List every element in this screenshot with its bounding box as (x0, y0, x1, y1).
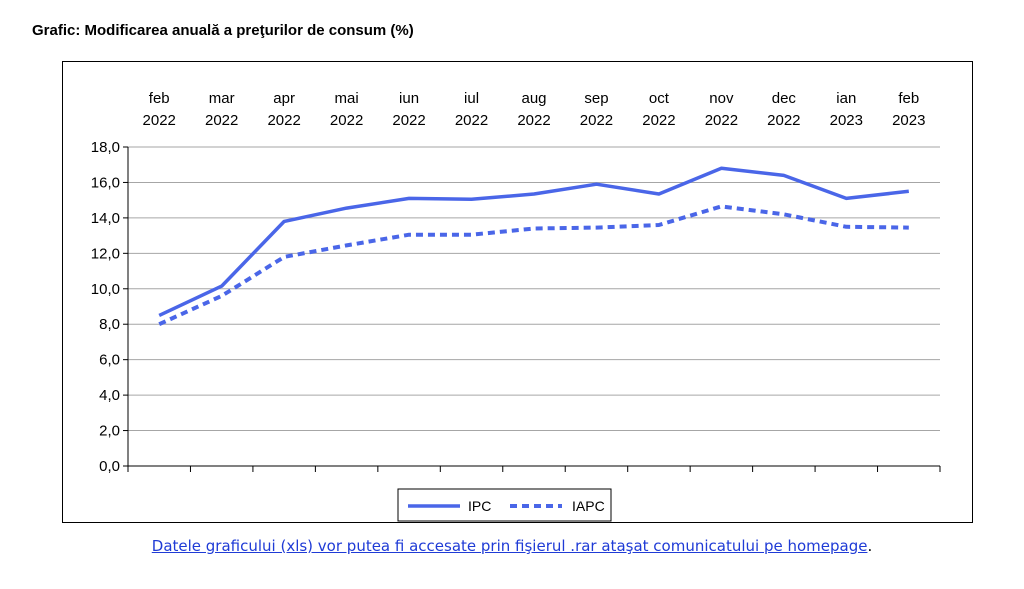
x-tick-label-month: mar (209, 90, 235, 107)
legend-label-ipc: IPC (468, 498, 491, 514)
x-tick-label-year: 2022 (143, 112, 176, 129)
x-tick-label-year: 2022 (767, 112, 800, 129)
x-tick-label-year: 2022 (517, 112, 550, 129)
chart-frame (62, 61, 973, 523)
x-tick-label-year: 2022 (330, 112, 363, 129)
x-tick-label-month: feb (149, 90, 170, 107)
y-tick-label: 10,0 (91, 281, 120, 298)
x-tick-label-year: 2022 (205, 112, 238, 129)
x-tick-label-month: aug (521, 90, 546, 107)
y-tick-label: 4,0 (99, 387, 120, 404)
x-tick-label-year: 2023 (892, 112, 925, 129)
x-tick-label-year: 2022 (392, 112, 425, 129)
x-tick-label-month: sep (584, 90, 608, 107)
chart-title: Grafic: Modificarea anuală a preţurilor … (32, 22, 414, 39)
legend: IPC IAPC (397, 488, 612, 522)
y-tick-label: 0,0 (99, 458, 120, 475)
y-tick-label: 12,0 (91, 245, 120, 262)
y-tick-label: 14,0 (91, 210, 120, 227)
series-line-iapc (158, 204, 909, 327)
x-tick-label-month: oct (649, 90, 670, 107)
x-tick-label-year: 2022 (705, 112, 738, 129)
x-tick-label-month: mai (335, 90, 359, 107)
series-line-ipc (158, 166, 909, 317)
y-tick-label: 18,0 (91, 139, 120, 156)
x-tick-label-year: 2022 (267, 112, 300, 129)
legend-label-iapc: IAPC (572, 498, 605, 514)
x-tick-label-month: dec (772, 90, 797, 107)
data-file-link[interactable]: Datele graficului (xls) vor putea fi acc… (151, 537, 868, 555)
x-tick-label-month: apr (273, 90, 295, 107)
x-tick-label-year: 2022 (580, 112, 613, 129)
x-tick-label-month: nov (709, 90, 734, 107)
x-tick-label-month: iun (399, 90, 419, 107)
y-tick-label: 6,0 (99, 352, 120, 369)
y-tick-label: 2,0 (99, 423, 120, 440)
x-tick-label-year: 2022 (642, 112, 675, 129)
y-tick-label: 8,0 (99, 316, 120, 333)
x-tick-label-month: feb (898, 90, 919, 107)
y-tick-label: 16,0 (91, 174, 120, 191)
footnote-period: . (867, 537, 873, 555)
x-tick-label-year: 2023 (830, 112, 863, 129)
x-tick-label-year: 2022 (455, 112, 488, 129)
footnote: Datele graficului (xls) vor putea fi acc… (0, 537, 1024, 555)
x-tick-label-month: iul (464, 90, 479, 107)
x-tick-label-month: ian (836, 90, 856, 107)
